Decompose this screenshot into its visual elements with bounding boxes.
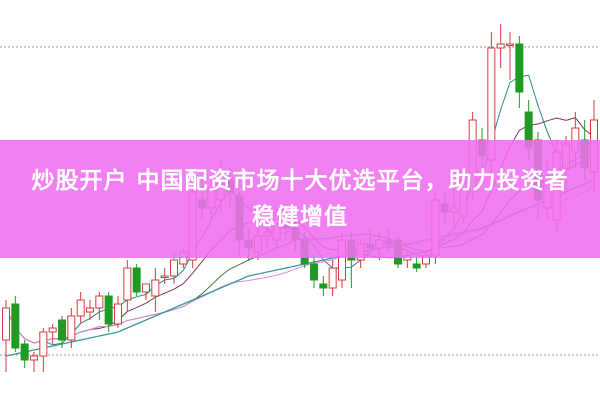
candle-up [170, 259, 178, 277]
candle-up [30, 355, 38, 361]
candle-up [114, 303, 122, 325]
candle-up [160, 275, 169, 278]
candle-up [123, 267, 132, 301]
candle-up [86, 307, 94, 313]
candle-down [20, 343, 29, 361]
candle-up [506, 43, 514, 46]
candle-down [310, 263, 318, 281]
candle-up [496, 43, 505, 49]
candle-down [132, 267, 141, 293]
title-banner: 炒股开户 中国配资市场十大优选平台，助力投资者稳健增值 [0, 140, 600, 258]
candle-down [104, 295, 113, 325]
candle-up [328, 267, 337, 289]
candle-up [151, 279, 160, 297]
banner-title: 炒股开户 中国配资市场十大优选平台，助力投资者稳健增值 [31, 168, 569, 230]
candle-up [48, 327, 57, 333]
candle-up [95, 295, 104, 309]
candle-up [2, 307, 10, 341]
candle-down [319, 283, 328, 289]
candle-down [412, 263, 421, 269]
candle-up [39, 331, 48, 357]
candle-up [67, 315, 76, 341]
candle-up [142, 283, 150, 293]
candle-down [11, 303, 20, 349]
candle-down [515, 43, 524, 93]
candle-up [76, 299, 85, 317]
candle-down [58, 319, 66, 341]
